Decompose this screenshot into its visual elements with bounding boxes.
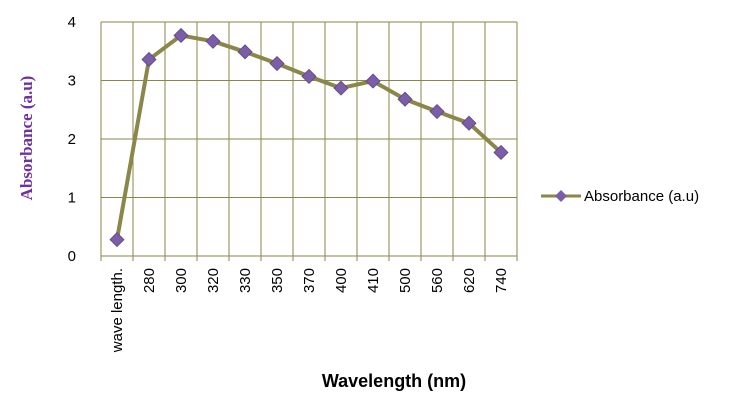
y-tick-label: 1 bbox=[68, 190, 76, 207]
x-tick-label: 300 bbox=[173, 268, 190, 293]
x-tick-label: 350 bbox=[269, 268, 286, 293]
gridlines bbox=[100, 21, 518, 261]
x-tick-label: 370 bbox=[301, 268, 318, 293]
y-axis-label: Absorbance (a.u) bbox=[17, 76, 36, 201]
series-absorbance bbox=[109, 27, 509, 248]
data-point-marker bbox=[173, 27, 189, 44]
x-tick-label: 500 bbox=[397, 268, 414, 293]
legend-label: Absorbance (a.u) bbox=[584, 188, 699, 205]
y-tick-label: 0 bbox=[68, 248, 76, 265]
data-point-marker bbox=[461, 115, 477, 131]
data-point-marker bbox=[333, 80, 349, 96]
x-tick-labels: wave length. 280 300 320 330 350 370 400 410 500 5… bbox=[109, 268, 510, 353]
data-point-marker bbox=[397, 91, 413, 107]
x-tick-label: 280 bbox=[141, 268, 158, 293]
y-tick-label: 2 bbox=[68, 131, 76, 148]
x-tick-label: 410 bbox=[365, 268, 382, 293]
y-tick-labels: 0 1 2 3 4 bbox=[68, 14, 76, 265]
legend-marker-swatch bbox=[555, 190, 567, 202]
data-point-marker bbox=[109, 232, 125, 248]
data-point-marker bbox=[493, 144, 509, 161]
legend: Absorbance (a.u) bbox=[541, 188, 699, 205]
x-axis-label: Wavelength (nm) bbox=[322, 371, 466, 391]
data-point-marker bbox=[141, 51, 157, 68]
x-tick-label: 320 bbox=[205, 268, 222, 293]
data-point-marker bbox=[269, 55, 285, 72]
data-point-marker bbox=[237, 44, 253, 60]
data-point-marker bbox=[205, 33, 221, 49]
y-tick-label: 4 bbox=[68, 14, 76, 31]
data-point-marker bbox=[429, 103, 445, 120]
data-point-marker bbox=[301, 68, 317, 84]
data-point-marker bbox=[365, 73, 381, 89]
series-line bbox=[115, 33, 503, 240]
x-tick-label: 560 bbox=[429, 268, 446, 293]
x-tick-label: 620 bbox=[461, 268, 478, 293]
x-tick-label: 330 bbox=[237, 268, 254, 293]
x-tick-label: wave length. bbox=[109, 268, 126, 353]
y-tick-label: 3 bbox=[68, 73, 76, 90]
x-tick-label: 740 bbox=[493, 268, 510, 293]
x-tick-label: 400 bbox=[333, 268, 350, 293]
